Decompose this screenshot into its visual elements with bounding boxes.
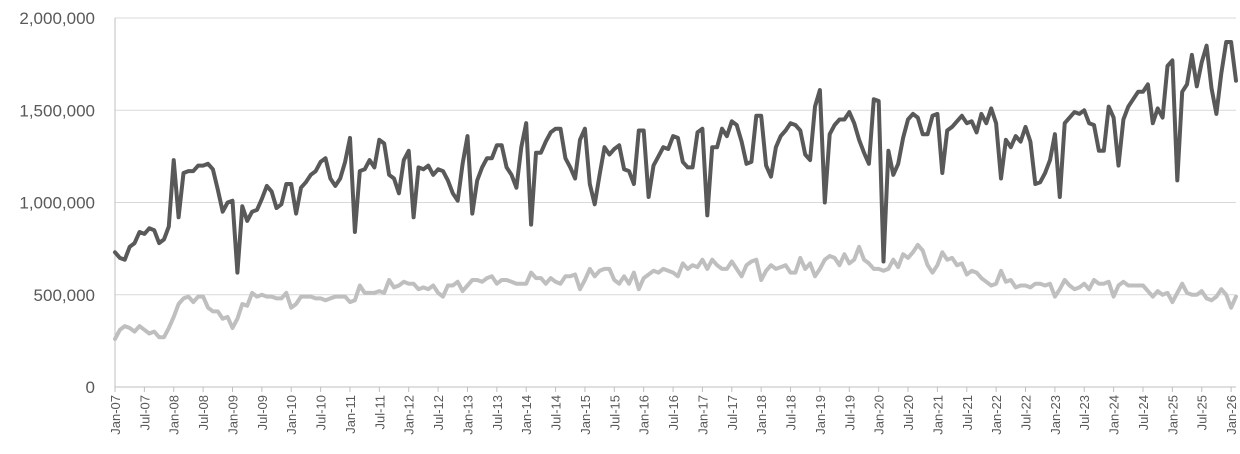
x-tick-label: Jul-09 (255, 395, 270, 430)
y-axis-ticks: 0 500,000 1,000,000 1,500,000 2,000,000 (19, 9, 95, 397)
y-tick-label: 1,500,000 (19, 101, 95, 120)
x-tick-label: Jan-10 (284, 395, 299, 435)
x-tick-label: Jan-18 (754, 395, 769, 435)
x-tick-label: Jul-20 (901, 395, 916, 430)
x-tick-label: Jan-15 (578, 395, 593, 435)
x-tick-label: Jan-11 (343, 395, 358, 434)
x-tick-label: Jul-17 (725, 395, 740, 430)
x-tick-label: Jul-22 (1019, 395, 1034, 430)
x-tick-label: Jan-25 (1165, 395, 1180, 435)
x-tick-label: Jan-12 (402, 395, 417, 435)
x-tick-label: Jul-19 (842, 395, 857, 430)
series-line-1 (113, 40, 1238, 275)
x-tick-label: Jul-07 (137, 395, 152, 430)
x-tick-label: Jul-23 (1077, 395, 1092, 430)
x-axis-ticks: Jan-07 Jul-07 Jan-08 Jul-08 Jan-09 Jul-09 Jan-… (108, 387, 1239, 435)
x-tick-label: Jan-23 (1048, 395, 1063, 435)
x-tick-label: Jul-18 (784, 395, 799, 430)
x-tick-label: Jan-26 (1224, 395, 1239, 435)
x-tick-label: Jul-24 (1136, 395, 1151, 430)
x-tick-label: Jan-13 (460, 395, 475, 435)
x-tick-label: Jul-13 (490, 395, 505, 430)
x-tick-label: Jan-14 (519, 395, 534, 435)
x-tick-label: Jan-24 (1107, 395, 1122, 435)
x-tick-label: Jan-07 (108, 395, 123, 435)
y-tick-label: 2,000,000 (19, 9, 95, 28)
x-tick-label: Jan-08 (167, 395, 182, 435)
x-tick-label: Jan-21 (930, 395, 945, 435)
x-tick-label: Jul-25 (1195, 395, 1210, 430)
x-tick-label: Jul-11 (372, 395, 387, 429)
x-tick-label: Jul-21 (960, 395, 975, 430)
x-tick-label: Jul-08 (196, 395, 211, 430)
x-tick-label: Jul-12 (431, 395, 446, 430)
x-tick-label: Jan-20 (872, 395, 887, 435)
gridlines (115, 17, 1236, 296)
y-tick-label: 500,000 (34, 286, 95, 305)
x-tick-label: Jul-16 (666, 395, 681, 430)
x-tick-label: Jan-19 (813, 395, 828, 435)
x-tick-label: Jan-16 (637, 395, 652, 435)
series-line-2 (113, 242, 1238, 341)
x-tick-label: Jul-10 (314, 395, 329, 430)
x-tick-label: Jul-15 (607, 395, 622, 430)
series-lines (113, 40, 1238, 341)
y-tick-label: 0 (86, 378, 95, 397)
axes (114, 18, 1236, 388)
x-tick-label: Jul-14 (549, 395, 564, 430)
y-tick-label: 1,000,000 (19, 194, 95, 213)
x-tick-label: Jan-22 (989, 395, 1004, 435)
x-tick-label: Jan-17 (695, 395, 710, 435)
x-tick-label: Jan-09 (225, 395, 240, 435)
